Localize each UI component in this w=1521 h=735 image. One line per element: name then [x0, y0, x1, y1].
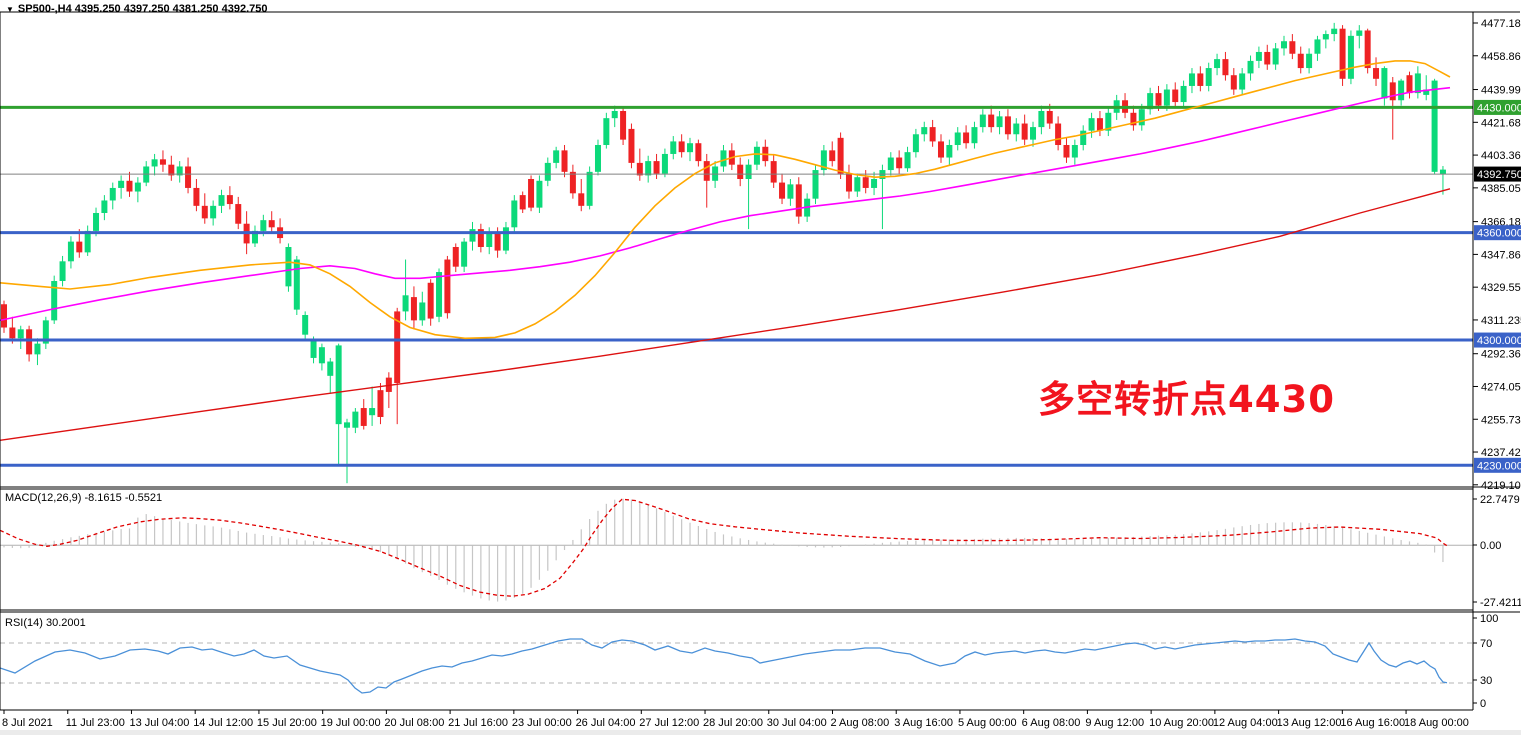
time-tick-label: 28 Jul 20:00: [703, 717, 763, 729]
price-tick-label: 4385.050: [1481, 183, 1521, 195]
price-tick-label: 4255.735: [1481, 414, 1521, 426]
time-tick-label: 15 Jul 20:00: [257, 717, 317, 729]
time-tick-label: 10 Aug 20:00: [1149, 717, 1214, 729]
price-badge-label: 4392.750: [1477, 169, 1521, 181]
price-badge-label: 4230.000: [1477, 460, 1521, 472]
price-badge-4430.000: [1474, 99, 1521, 115]
price-tick-label: 4329.550: [1481, 282, 1521, 294]
time-tick-label: 30 Jul 04:00: [767, 717, 827, 729]
price-tick-label: 4292.365: [1481, 349, 1521, 361]
symbol-ohlc-text: SP500-,H4 4395.250 4397.250 4381.250 439…: [17, 3, 268, 15]
time-tick-label: 23 Jul 00:00: [512, 717, 572, 729]
time-tick-label: 19 Jul 00:00: [321, 717, 381, 729]
price-tick-label: 4274.050: [1481, 381, 1521, 393]
price-tick-label: 4421.680: [1481, 117, 1521, 129]
annotation-text: 多空转折点4430: [1038, 378, 1335, 421]
macd-scale-label: 22.7479: [1480, 494, 1520, 506]
price-tick-label: 4311.235: [1481, 315, 1521, 327]
rsi-scale-label: 70: [1480, 638, 1492, 650]
rsi-pane: [0, 638, 1473, 694]
horizontal-lines-layer: [0, 105, 1473, 467]
moving-averages-layer: [0, 60, 1451, 441]
time-tick-label: 16 Aug 16:00: [1340, 717, 1405, 729]
indicator-scales: 22.7479 0.00 -27.4211 100 70 30 0: [1473, 494, 1521, 710]
price-badge-4360.000: [1474, 225, 1521, 241]
macd-indicator-label: MACD(12,26,9) -8.1615 -0.5521: [5, 492, 163, 504]
time-tick-label: 18 Aug 00:00: [1404, 717, 1469, 729]
macd-scale-label: -27.4211: [1480, 597, 1521, 609]
macd-scale-label: 0.00: [1480, 540, 1501, 552]
symbol-title: ▼ SP500-,H4 4395.250 4397.250 4381.250 4…: [6, 3, 267, 15]
time-axis[interactable]: 8 Jul 2021 11 Jul 23:00 13 Jul 04:00 14 Jul…: [2, 710, 1469, 729]
time-tick-label: 21 Jul 16:00: [448, 717, 508, 729]
time-tick-label: 12 Aug 04:00: [1213, 717, 1278, 729]
time-tick-label: 6 Aug 08:00: [1022, 717, 1081, 729]
price-tick-label: 4403.365: [1481, 150, 1521, 162]
ma-red-slow: [0, 188, 1451, 441]
price-badge-4300.000: [1474, 332, 1521, 348]
price-tick-label: 4219.105: [1481, 480, 1521, 492]
chart-frame: [0, 11, 1520, 711]
time-tick-label: 26 Jul 04:00: [576, 717, 636, 729]
rsi-scale-label: 0: [1480, 698, 1486, 710]
rsi-line: [0, 638, 1448, 694]
time-tick-label: 5 Aug 00:00: [958, 717, 1017, 729]
price-badge-4392.750: [1474, 166, 1521, 182]
macd-pane: [0, 498, 1473, 602]
ma-magenta: [0, 86, 1451, 322]
price-badge-4230.000: [1474, 457, 1521, 473]
time-tick-label: 11 Jul 23:00: [66, 717, 125, 729]
rsi-scale-label: 100: [1480, 613, 1498, 625]
price-tick-label: 4237.420: [1481, 447, 1521, 459]
price-badge-label: 4430.000: [1477, 102, 1521, 114]
price-tick-label: 4439.995: [1481, 85, 1521, 97]
macd-signal-line: [0, 498, 1449, 597]
price-axis[interactable]: 4477.180 4458.865 4439.995 4421.680 4403.365…: [1473, 18, 1521, 492]
price-badge-label: 4360.000: [1477, 228, 1521, 240]
time-tick-label: 8 Jul 2021: [2, 717, 53, 729]
time-tick-label: 3 Aug 16:00: [894, 717, 953, 729]
rsi-scale-label: 30: [1480, 675, 1492, 687]
time-tick-label: 27 Jul 12:00: [639, 717, 699, 729]
status-strip: [0, 730, 1521, 735]
time-tick-label: 2 Aug 08:00: [830, 717, 889, 729]
ma-orange: [0, 60, 1451, 340]
time-tick-label: 13 Jul 04:00: [129, 717, 189, 729]
rsi-indicator-label: RSI(14) 30.2001: [5, 617, 86, 629]
time-tick-label: 9 Aug 12:00: [1085, 717, 1144, 729]
dropdown-triangle-icon[interactable]: ▼: [6, 4, 14, 14]
time-tick-label: 20 Jul 08:00: [384, 717, 444, 729]
price-tick-label: 4477.180: [1481, 18, 1521, 30]
price-badge-label: 4300.000: [1477, 335, 1521, 347]
price-tick-label: 4347.865: [1481, 249, 1521, 261]
price-tick-label: 4458.865: [1481, 51, 1521, 63]
time-tick-label: 13 Aug 12:00: [1277, 717, 1342, 729]
time-tick-label: 14 Jul 12:00: [193, 717, 253, 729]
